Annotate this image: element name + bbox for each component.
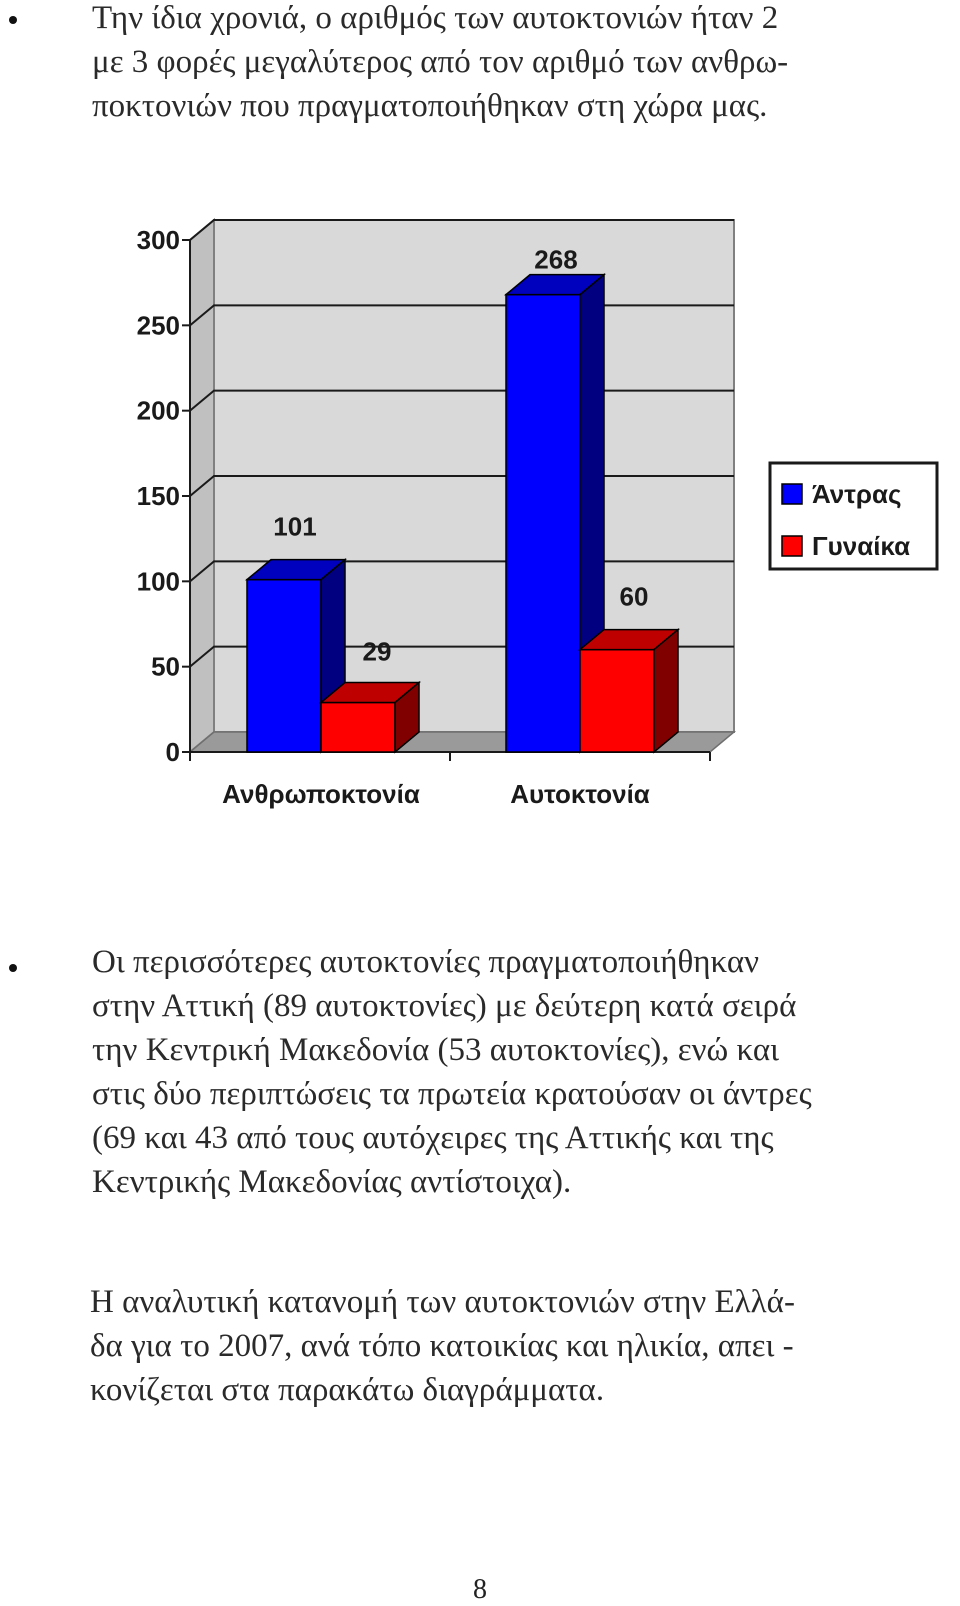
y-tick-label: 0 xyxy=(166,737,180,767)
bar-side xyxy=(653,627,679,754)
x-tick-label: Αυτοκτονία xyxy=(510,779,650,809)
data-label: 268 xyxy=(534,245,577,275)
paragraph-line: την Κεντρική Μακεδονία (53 αυτοκτονίες),… xyxy=(92,1032,780,1068)
bar-front xyxy=(320,701,396,753)
y-tick-label: 200 xyxy=(137,396,180,426)
paragraph-line: με 3 φορές μεγαλύτερος από τον αριθμό τω… xyxy=(92,44,789,80)
x-tick-label: Ανθρωποκτονία xyxy=(222,779,420,809)
paragraph-1: Την ίδια χρονιά, ο αριθμός των αυτοκτονι… xyxy=(92,0,952,128)
bar-front xyxy=(246,578,322,753)
y-tick-label: 300 xyxy=(137,225,180,255)
bar-side xyxy=(394,680,420,754)
page-number: 8 xyxy=(473,1574,487,1605)
bar-chart: 0 50 100 150 200 250 300 101 29 Ανθρωποκτονία 268 6… xyxy=(137,217,939,809)
legend-label: Άντρας xyxy=(812,479,901,509)
paragraph-line: δα για το 2007, ανά τόπο κατοικίας και η… xyxy=(90,1328,794,1364)
legend-swatch xyxy=(781,535,803,557)
bar-front xyxy=(505,293,581,753)
bullet-1 xyxy=(9,16,17,24)
data-label: 29 xyxy=(363,637,392,667)
paragraph-line: Την ίδια χρονιά, ο αριθμός των αυτοκτονι… xyxy=(92,0,779,36)
y-tick-label: 150 xyxy=(137,481,180,511)
bullet-2 xyxy=(9,964,17,972)
y-tick-label: 100 xyxy=(137,566,180,596)
paragraph-line: ποκτονιών που πραγματοποιήθηκαν στη χώρα… xyxy=(92,88,768,124)
legend-label: Γυναίκα xyxy=(812,531,910,561)
legend-swatch xyxy=(781,483,803,505)
y-tick-label: 50 xyxy=(151,652,180,682)
data-label: 60 xyxy=(620,582,649,612)
paragraph-line: (69 και 43 από τους αυτόχειρες της Αττικ… xyxy=(92,1120,774,1156)
paragraph-2: Οι περισσότερες αυτοκτονίες πραγματοποιή… xyxy=(92,940,952,1204)
gridline xyxy=(189,219,734,241)
paragraph-line: κονίζεται στα παρακάτω διαγράμματα. xyxy=(90,1372,605,1408)
paragraph-line: Οι περισσότερες αυτοκτονίες πραγματοποιή… xyxy=(92,944,760,980)
paragraph-line: στις δύο περιπτώσεις τα πρωτεία κρατούσα… xyxy=(92,1076,812,1112)
paragraph-3: Η αναλυτική κατανομή των αυτοκτονιών στη… xyxy=(90,1280,950,1412)
data-label: 101 xyxy=(273,512,316,542)
paragraph-line: στην Αττική (89 αυτοκτονίες) με δεύτερη … xyxy=(92,988,797,1024)
paragraph-line: Η αναλυτική κατανομή των αυτοκτονιών στη… xyxy=(90,1284,795,1320)
y-tick-label: 250 xyxy=(137,310,180,340)
bar-front xyxy=(579,648,655,753)
paragraph-line: Κεντρικής Μακεδονίας αντίστοιχα). xyxy=(92,1164,572,1200)
